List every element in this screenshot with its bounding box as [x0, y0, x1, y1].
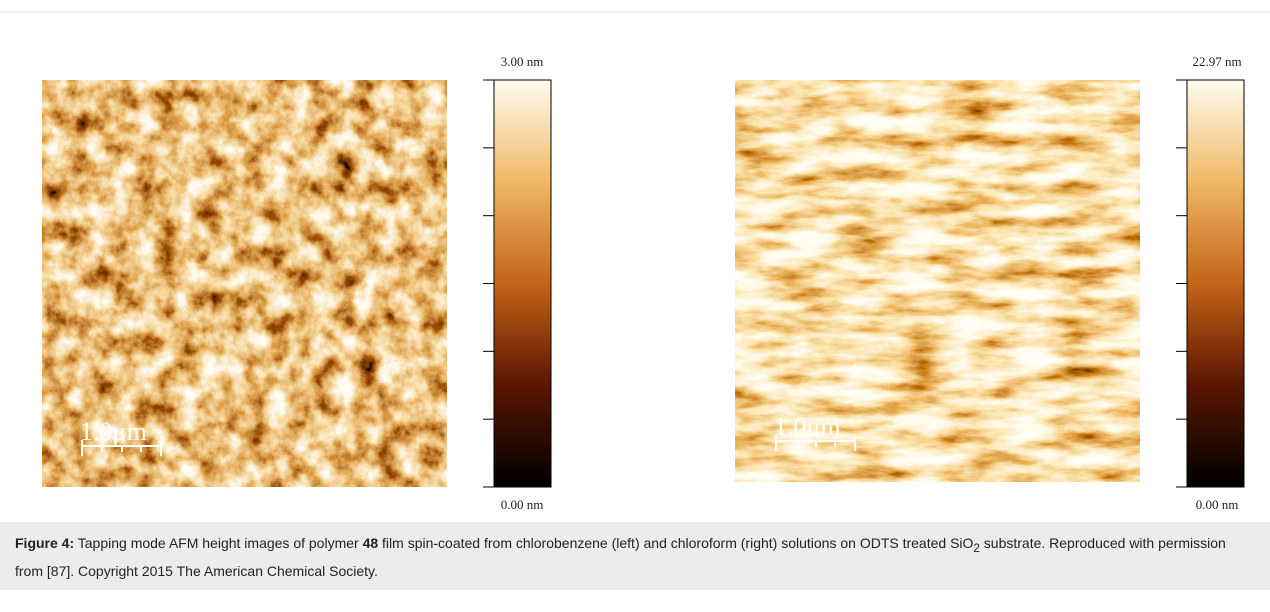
- scale-min: 0.00 nm: [501, 497, 544, 512]
- colorbar: 22.97 nm 0.00 nm: [1176, 54, 1244, 512]
- caption: Figure 4: Tapping mode AFM height images…: [0, 522, 1270, 590]
- scale-bar-label: 1.0μm: [774, 412, 841, 441]
- compound-number: 48: [363, 535, 379, 551]
- page: 3.00 nm 0.00 nm 22.97 nm 0.00 nm 1.0μm 1…: [0, 0, 1270, 612]
- scale-max: 3.00 nm: [501, 54, 544, 69]
- caption-text: film spin-coated from chlorobenzene (lef…: [378, 535, 973, 551]
- colorbar-gradient: [494, 80, 551, 487]
- figure: 3.00 nm 0.00 nm 22.97 nm 0.00 nm 1.0μm 1…: [0, 0, 1270, 522]
- colorbar-gradient: [1187, 80, 1244, 487]
- caption-label: Figure 4:: [15, 535, 74, 551]
- scale-min: 0.00 nm: [1196, 497, 1239, 512]
- scale-max: 22.97 nm: [1192, 54, 1241, 69]
- caption-text: Tapping mode AFM height images of polyme…: [74, 535, 362, 551]
- colorbar: 3.00 nm 0.00 nm: [483, 54, 551, 512]
- scale-bar-label: 1.0μm: [80, 417, 147, 446]
